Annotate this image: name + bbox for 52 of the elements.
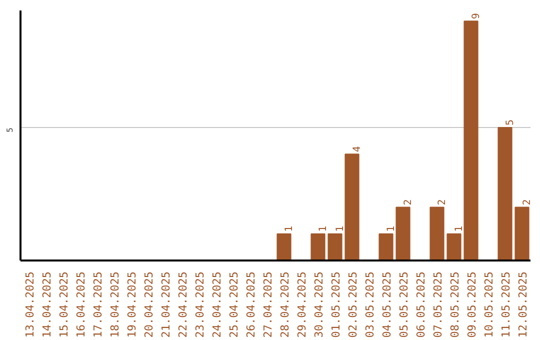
x-tick-label: 14.04.2025 [40,271,54,338]
x-tick-label: 11.05.2025 [500,271,512,338]
x-tick-label: 15.04.2025 [58,271,70,338]
x-tick-label: 05.05.2025 [398,271,410,338]
data-label: 1 [284,226,295,232]
x-tick-label: 23.04.2025 [194,271,206,338]
x-tick-label: 30.04.2025 [312,271,326,338]
x-tick-label: 02.05.2025 [346,271,360,338]
data-label: 2 [437,199,448,206]
x-tick-label: 27.04.2025 [262,271,274,338]
bar [514,206,530,260]
bar [378,233,394,260]
bar [310,233,326,260]
data-label: 2 [403,199,414,206]
x-tick-label: 25.04.2025 [228,271,240,338]
x-tick-label: 09.05.2025 [466,271,478,338]
x-tick-label: 17.04.2025 [92,271,104,338]
bar [446,233,462,260]
bar [344,154,360,260]
x-tick-label: 29.04.2025 [296,271,308,338]
bar [396,206,410,260]
data-label: 1 [386,226,397,232]
data-label: 1 [318,226,329,232]
x-tick-label: 01.05.2025 [330,271,342,338]
x-tick-label: 16.04.2025 [74,271,88,338]
bar [430,206,444,260]
x-tick-label: 21.04.2025 [160,271,172,338]
x-tick-label: 06.05.2025 [414,271,428,338]
data-label: 4 [352,146,363,152]
data-label: 5 [505,119,516,126]
x-tick-label: 12.05.2025 [516,271,530,338]
bar [328,233,342,260]
x-tick-label: 22.04.2025 [176,271,190,338]
data-label: 9 [471,13,482,20]
x-tick-label: 26.04.2025 [244,271,258,338]
x-tick-label: 10.05.2025 [482,271,496,338]
x-tick-label: 24.04.2025 [210,271,224,338]
bar [464,20,478,260]
x-tick-label: 19.04.2025 [126,271,138,338]
data-label: 2 [522,199,533,206]
x-tick-label: 04.05.2025 [380,271,394,338]
bar [276,233,292,260]
x-tick-label: 07.05.2025 [432,271,444,338]
x-tick-label: 28.04.2025 [278,271,292,338]
x-tick-label: 20.04.2025 [142,271,156,338]
x-tick-label: 13.04.2025 [24,271,36,338]
x-tick-label: 03.05.2025 [364,271,376,338]
data-label: 1 [335,226,346,232]
data-label: 1 [454,226,465,232]
x-tick-label: 08.05.2025 [448,271,462,338]
bar [498,127,512,260]
x-tick-label: 18.04.2025 [108,271,122,338]
